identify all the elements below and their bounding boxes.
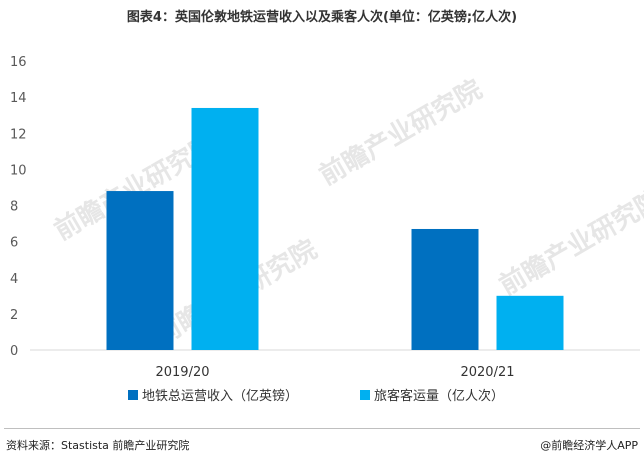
y-tick-label: 4 <box>10 272 18 287</box>
y-tick-label: 14 <box>10 91 27 106</box>
x-tick-label: 2020/21 <box>460 365 514 380</box>
footer-divider <box>4 428 640 429</box>
y-tick-label: 0 <box>10 344 18 359</box>
watermark-text: 前瞻产业研究院 <box>494 184 644 302</box>
x-tick-label: 2019/20 <box>155 365 209 380</box>
brand-credit: @前瞻经济学人APP <box>540 439 638 452</box>
chart-title: 图表4：英国伦敦地铁运营收入以及乘客人次(单位：亿英镑;亿人次) <box>126 10 518 25</box>
bar <box>106 191 174 350</box>
bar <box>496 295 564 350</box>
bars-layer <box>106 107 564 351</box>
y-tick-label: 8 <box>10 200 18 215</box>
legend-label: 旅客客运量（亿人次） <box>374 388 504 404</box>
chart-svg: 前瞻产业研究院前瞻产业研究院前瞻产业研究院前瞻产业研究院 02468101214… <box>10 55 644 404</box>
watermark-text: 前瞻产业研究院 <box>314 74 487 192</box>
bar <box>191 107 259 351</box>
y-tick-label: 2 <box>10 308 18 323</box>
y-tick-label: 10 <box>10 163 27 178</box>
y-tick-label: 16 <box>10 55 27 70</box>
source-note: 资料来源：Stastista 前瞻产业研究院 <box>6 439 190 452</box>
legend-swatch <box>128 390 138 400</box>
legend-label: 地铁总运营收入（亿英镑） <box>142 388 298 404</box>
legend-swatch <box>360 390 370 400</box>
y-tick-label: 6 <box>10 236 18 251</box>
legend: 地铁总运营收入（亿英镑） 旅客客运量（亿人次） <box>128 388 504 404</box>
bar <box>411 228 479 350</box>
y-tick-label: 12 <box>10 127 27 142</box>
